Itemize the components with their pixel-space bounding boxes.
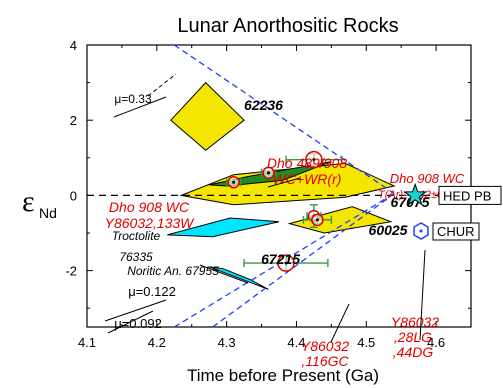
y-tick-label: 2	[70, 113, 77, 128]
y-axis-label-main: ε	[22, 185, 35, 218]
mu-line-0	[173, 44, 395, 195]
mu-line-1	[212, 192, 395, 328]
polygon-1	[179, 162, 396, 206]
annotation-6: Y86032,133W	[105, 215, 196, 231]
point-center	[232, 180, 236, 184]
y-axis-label-sub: Nd	[39, 205, 57, 221]
y-tick-label: 0	[70, 188, 77, 203]
annotation-5: Dho 908 WC	[109, 199, 190, 215]
annotation-13: Y86032	[391, 314, 439, 330]
annotation-19: μ=0.122	[128, 284, 176, 299]
point-center	[284, 261, 288, 265]
point-center	[315, 218, 319, 222]
chur-hexagon-dot	[419, 229, 423, 233]
x-tick-label: 4.5	[357, 335, 375, 350]
x-axis-label: Time before Present (Ga)	[187, 366, 379, 385]
annotation-14: ,28LG	[394, 329, 432, 345]
chart-title: Lunar Anorthositic Rocks	[177, 15, 398, 37]
legend: HED PB CHUR	[403, 182, 502, 241]
annotation-9: 67215	[261, 251, 300, 267]
leader-line-0	[113, 96, 167, 118]
annotation-12: Noritic An. 67955	[127, 264, 219, 278]
data-point-0	[225, 175, 242, 189]
annotation-18: μ=0.33	[114, 92, 152, 106]
polygon-2	[287, 206, 393, 234]
leader-line-6	[267, 177, 301, 188]
y-tick-label: -2	[65, 264, 77, 279]
data-point-2	[285, 150, 343, 169]
leader-line-2	[107, 310, 154, 334]
x-tick-label: 4.2	[148, 335, 166, 350]
y-tick-label: 4	[70, 38, 77, 53]
leader-line-5	[330, 303, 350, 343]
data-point-5	[243, 254, 329, 272]
hed-pb-star-icon	[403, 182, 428, 206]
chur-label-box	[432, 222, 480, 241]
annotation-0: 62236	[244, 97, 283, 113]
hed-pb-label: HED PB	[443, 188, 491, 203]
polygon-4	[167, 217, 280, 238]
annotation-2: WC+WR(r)	[273, 171, 342, 187]
annotation-17: ,116GC	[301, 353, 349, 369]
chur-label: CHUR	[437, 224, 475, 239]
mu-line-2	[173, 192, 395, 328]
annotation-8: 60025	[369, 222, 408, 238]
hed-pb-label-box	[438, 185, 502, 205]
x-tick-label: 4.4	[287, 335, 305, 350]
annotation-20: μ=0.092	[114, 316, 162, 331]
annotation-10: Troctolite	[112, 229, 161, 243]
leader-line-3	[199, 264, 249, 284]
annotation-1: Dho 489/908	[267, 155, 347, 171]
annotation-11: 76335	[119, 250, 153, 264]
point-center	[312, 158, 316, 162]
polygon-0	[170, 81, 245, 151]
annotation-16: Y86032	[301, 338, 349, 354]
y-axis-label: ε Nd	[22, 185, 57, 221]
leader-line-mu	[147, 73, 177, 97]
leader-line-4	[419, 249, 426, 341]
annotation-15: ,44DG	[393, 344, 434, 360]
plot-area: 4.1 4.2 4.3 4.4 4.5 4.6 -2 0 2 4 62236 Dho 489/908…	[65, 38, 476, 369]
leader-line-1	[104, 299, 167, 322]
x-tick-label: 4.1	[78, 335, 96, 350]
annotation-3: Dho 908 WC	[390, 171, 465, 186]
data-point-4	[302, 213, 333, 227]
x-tick-label: 4.6	[427, 335, 445, 350]
data-point-1	[260, 166, 277, 180]
x-tick-label: 4.3	[218, 335, 236, 350]
point-center	[267, 171, 271, 175]
